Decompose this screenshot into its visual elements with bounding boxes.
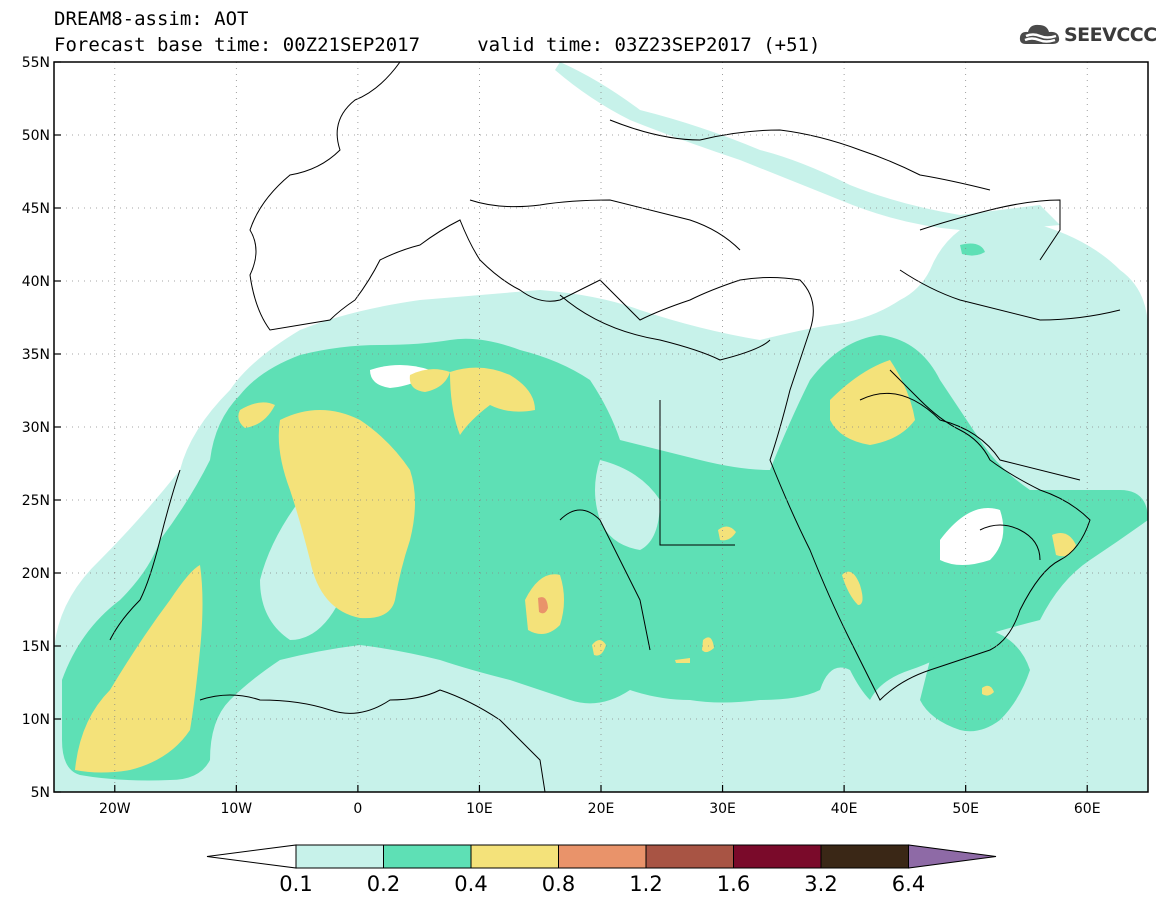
lon-tick-label: 60E xyxy=(1074,801,1101,817)
lat-tick-label: 30N xyxy=(22,420,50,436)
lon-tick-label: 10E xyxy=(466,801,493,817)
colorbar-bin xyxy=(295,844,384,869)
longitude-axis: 20W 10W 0 10E 20E 30E 40E 50E 60E xyxy=(99,785,1101,817)
colorbar-bin xyxy=(820,844,909,869)
colorbar-bin xyxy=(645,844,734,869)
lon-tick-label: 20W xyxy=(99,801,131,817)
colorbar-under-arrow xyxy=(206,844,297,869)
colorbar-label: 0.4 xyxy=(454,872,487,896)
lat-tick-label: 55N xyxy=(22,55,50,71)
lat-tick-label: 45N xyxy=(22,201,50,217)
lon-tick-label: 40E xyxy=(831,801,858,817)
colorbar-label: 6.4 xyxy=(892,872,925,896)
colorbar-bin xyxy=(733,844,822,869)
lon-tick-label: 30E xyxy=(709,801,736,817)
coastlines xyxy=(109,62,1121,792)
cloud-icon xyxy=(1019,24,1060,44)
chart-title-line1: DREAM8-assim: AOT xyxy=(54,8,249,30)
colorbar-label: 0.1 xyxy=(279,872,312,896)
colorbar-label: 0.8 xyxy=(542,872,575,896)
colorbar-bin xyxy=(470,844,559,869)
colorbar-over-arrow xyxy=(908,844,997,869)
seevccc-logo: SEEVCCC xyxy=(1018,22,1157,48)
chart-title-line2: Forecast base time: 00Z21SEP2017 valid t… xyxy=(54,34,821,56)
lat-tick-label: 50N xyxy=(22,128,50,144)
aot-hole-3 xyxy=(370,365,430,388)
colorbar-label: 1.2 xyxy=(629,872,662,896)
colorbar-bin xyxy=(558,844,647,869)
aot-band-0.8-1.2 xyxy=(538,597,548,614)
lat-tick-label: 15N xyxy=(22,639,50,655)
aot-hole-4 xyxy=(940,508,1004,565)
lon-tick-label: 0 xyxy=(353,801,362,817)
aot-band-0.4-0.8 xyxy=(75,360,1076,773)
lat-tick-label: 40N xyxy=(22,274,50,290)
colorbar-label: 1.6 xyxy=(717,872,750,896)
lon-tick-label: 20E xyxy=(588,801,615,817)
lat-tick-label: 25N xyxy=(22,493,50,509)
lon-tick-label: 10W xyxy=(220,801,252,817)
latitude-axis: 55N 50N 45N 40N 35N 30N 25N 20N 15N 10N 5N xyxy=(22,55,61,801)
logo-text: SEEVCCC xyxy=(1064,24,1157,46)
colorbar-bin xyxy=(383,844,472,869)
colorbar-label: 3.2 xyxy=(804,872,837,896)
lon-tick-label: 50E xyxy=(952,801,979,817)
lat-tick-label: 20N xyxy=(22,566,50,582)
lat-tick-label: 35N xyxy=(22,347,50,363)
aot-hole-2 xyxy=(595,460,660,550)
colorbar-label: 0.2 xyxy=(367,872,400,896)
lat-tick-label: 5N xyxy=(31,785,50,801)
lat-tick-label: 10N xyxy=(22,712,50,728)
colorbar: 0.1 0.2 0.4 0.8 1.2 1.6 3.2 6.4 xyxy=(206,844,997,896)
